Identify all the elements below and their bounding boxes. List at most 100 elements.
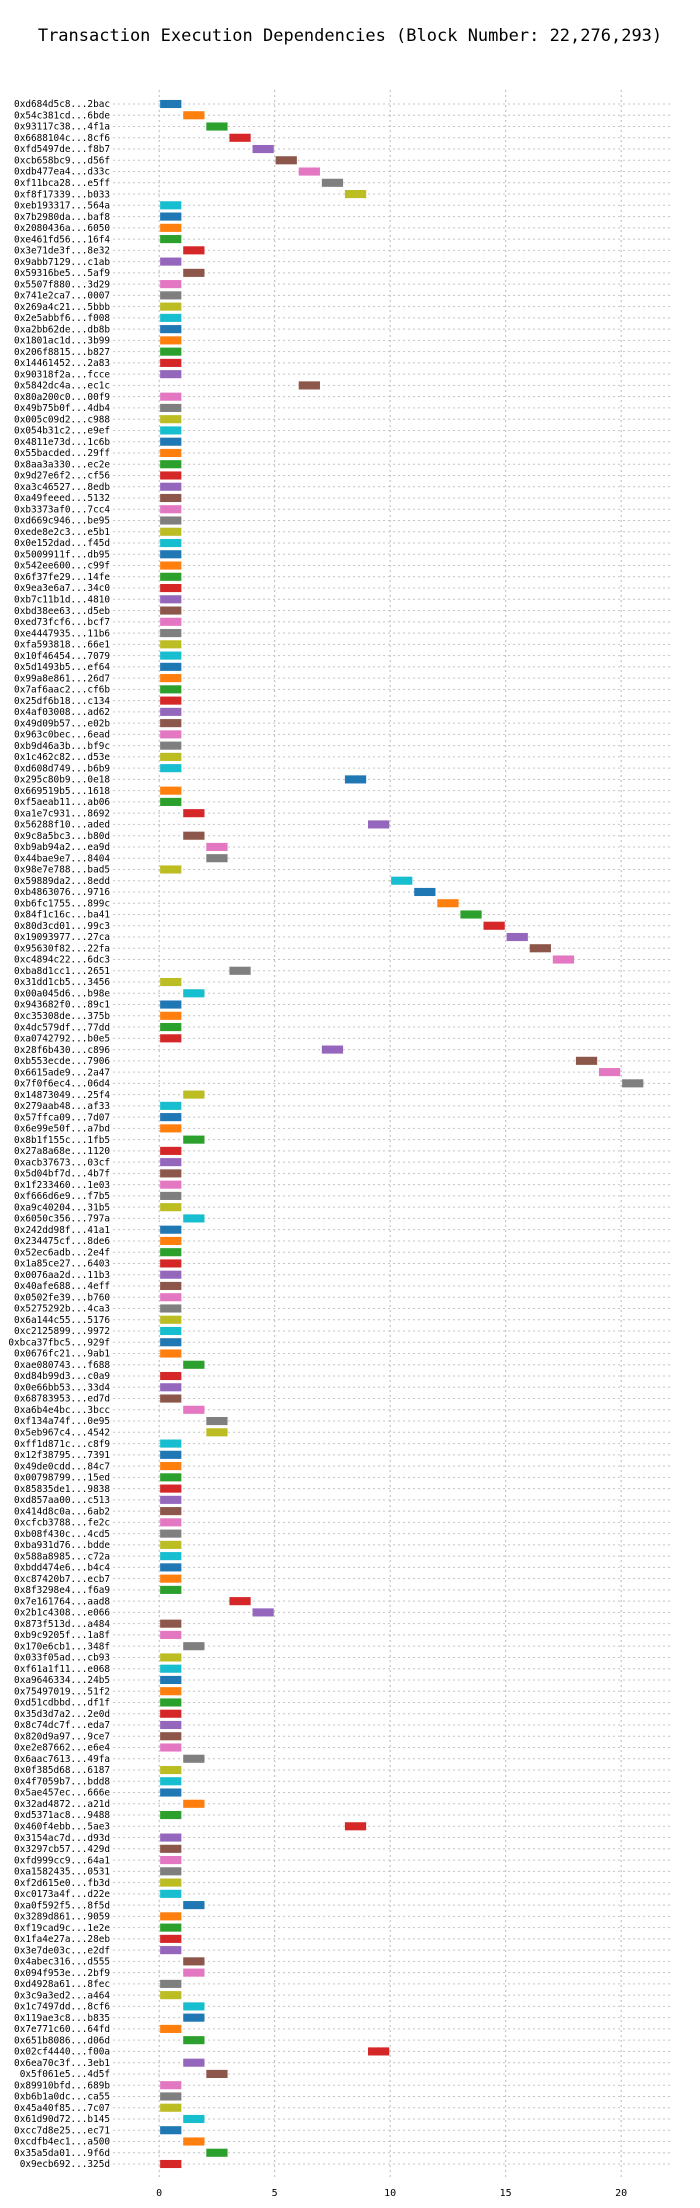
transaction-bar <box>160 201 182 210</box>
transaction-bar <box>529 944 551 953</box>
transaction-label: 0x7e161764...aad8 <box>14 1596 110 1607</box>
transaction-label: 0xfa593818...66e1 <box>14 640 110 651</box>
transaction-label: 0xf134a74f...0e95 <box>14 1416 110 1427</box>
transaction-label: 0x55bacded...29ff <box>14 448 110 459</box>
transaction-label: 0x49b75b0f...4db4 <box>14 403 110 414</box>
transaction-bar <box>160 302 182 311</box>
transaction-bar <box>160 1552 182 1561</box>
transaction-bar <box>160 347 182 356</box>
transaction-bar <box>160 1383 182 1392</box>
chart-title: Transaction Execution Dependencies (Bloc… <box>38 26 662 46</box>
transaction-label: 0x5009911f...db95 <box>14 549 110 560</box>
transaction-label: 0x6a144c55...5176 <box>14 1315 110 1326</box>
transaction-label: 0xa1e7c931...8692 <box>14 808 110 819</box>
transaction-bar <box>160 2092 182 2101</box>
transaction-label: 0x0076aa2d...11b3 <box>14 1270 110 1281</box>
transaction-label: 0x3c9a3ed2...a464 <box>14 1990 110 2001</box>
transaction-bar <box>298 381 320 390</box>
transaction-label: 0xba931d76...bdde <box>14 1540 110 1551</box>
transaction-bar <box>391 876 413 885</box>
transaction-label: 0x4af03008...ad62 <box>14 707 110 718</box>
transaction-label: 0xe2e87662...e6e4 <box>14 1743 110 1754</box>
transaction-label: 0x943682f0...89c1 <box>14 1000 110 1011</box>
transaction-label: 0x5d1493b5...ef64 <box>14 662 110 673</box>
transaction-label: 0xc4894c22...6dc3 <box>14 955 110 966</box>
transaction-bar <box>160 640 182 649</box>
transaction-label: 0x5842dc4a...ec1c <box>14 381 110 392</box>
transaction-label: 0x90318f2a...fcce <box>14 369 110 380</box>
transaction-bar <box>160 1293 182 1302</box>
transaction-bar <box>575 1056 598 1065</box>
transaction-label: 0xb6fc1755...899c <box>14 898 110 909</box>
transaction-bar <box>160 651 182 660</box>
transaction-bar <box>160 1518 182 1527</box>
transaction-label: 0x3289d861...9059 <box>14 1912 110 1923</box>
transaction-bar <box>160 797 182 806</box>
transaction-label: 0x6ea70c3f...3eb1 <box>14 2058 110 2069</box>
transaction-bar <box>229 133 251 142</box>
transaction-label: 0x6050c356...797a <box>14 1214 110 1225</box>
transaction-bar <box>160 1259 182 1268</box>
transaction-bar <box>206 2148 228 2157</box>
transaction-label: 0x19093977...27ca <box>14 932 110 943</box>
transaction-label: 0x80d3cd01...99c3 <box>14 921 110 932</box>
transaction-label: 0x40afe688...4eff <box>14 1281 110 1292</box>
transaction-label: 0x31dd1cb5...3456 <box>14 977 110 988</box>
transaction-bar <box>160 370 182 379</box>
transaction-label: 0x094f953e...2bf9 <box>14 1968 110 1979</box>
transaction-label: 0x1a85ce27...6403 <box>14 1259 110 1270</box>
transaction-label: 0x44bae9e7...8404 <box>14 853 110 864</box>
transaction-bar <box>506 932 528 942</box>
transaction-bar <box>160 1484 182 1493</box>
transaction-bar <box>160 325 182 334</box>
transaction-bar <box>183 1968 205 1977</box>
transaction-label: 0xfd5497de...f8b7 <box>14 144 110 155</box>
transaction-bar <box>160 730 182 739</box>
transaction-bar <box>183 2114 205 2124</box>
transaction-bar <box>160 1281 182 1291</box>
transaction-bar <box>160 1946 182 1955</box>
transaction-bar <box>160 1146 182 1155</box>
transaction-label: 0x3e7de03c...e2df <box>14 1945 110 1956</box>
transaction-bar <box>160 392 182 401</box>
transaction-bar <box>160 1810 182 1820</box>
transaction-bar <box>160 1394 182 1403</box>
transaction-bar <box>183 1135 205 1144</box>
transaction-bar <box>183 1901 205 1910</box>
transaction-label: 0x1c462c82...d53e <box>14 752 110 763</box>
transaction-label: 0xa6b4e4bc...3bcc <box>14 1405 110 1416</box>
transaction-bar <box>160 1743 182 1752</box>
transaction-bar <box>160 426 182 435</box>
transaction-label: 0xbca37fbc5...929f <box>8 1337 110 1348</box>
transaction-label: 0xff1d871c...c8f9 <box>14 1439 110 1450</box>
transaction-label: 0xb9c9205f...1a8f <box>14 1630 110 1641</box>
transaction-bar <box>160 1923 182 1932</box>
transaction-label: 0xacb37673...03cf <box>14 1157 110 1168</box>
transaction-bar <box>160 1023 182 1032</box>
y-tick-labels: 0xd684d5c8...2bac0x54c381cd...6bde0x9311… <box>8 99 110 2170</box>
x-tick-label: 20 <box>615 2188 627 2199</box>
transaction-bar <box>344 775 367 784</box>
transaction-label: 0x295c80b9...0e18 <box>14 775 110 786</box>
transaction-label: 0xf5aeab11...ab06 <box>14 797 110 808</box>
transaction-label: 0xed73fcf6...bcf7 <box>14 617 110 628</box>
transaction-bar <box>183 111 205 120</box>
transaction-bar <box>183 2013 205 2022</box>
transaction-bar <box>160 752 182 761</box>
transaction-label: 0xa0f592f5...8f5d <box>14 1900 110 1911</box>
transaction-bar <box>160 2024 182 2033</box>
transaction-bar <box>160 482 182 491</box>
transaction-bar <box>622 1079 644 1088</box>
transaction-label: 0xa3c46527...8edb <box>14 482 110 493</box>
transaction-label: 0x5507f880...3d29 <box>14 279 110 290</box>
transaction-bar <box>160 516 182 525</box>
transaction-bar <box>160 786 182 795</box>
transaction-bar <box>183 2137 205 2146</box>
transaction-label: 0xbdd474e6...b4c4 <box>14 1563 110 1574</box>
transaction-label: 0x7af6aac2...cf6b <box>14 685 110 696</box>
transaction-bar <box>160 1991 182 2000</box>
transaction-bar <box>160 1495 182 1504</box>
transaction-label: 0x005c09d2...c988 <box>14 414 110 425</box>
transaction-bar <box>344 1822 367 1831</box>
